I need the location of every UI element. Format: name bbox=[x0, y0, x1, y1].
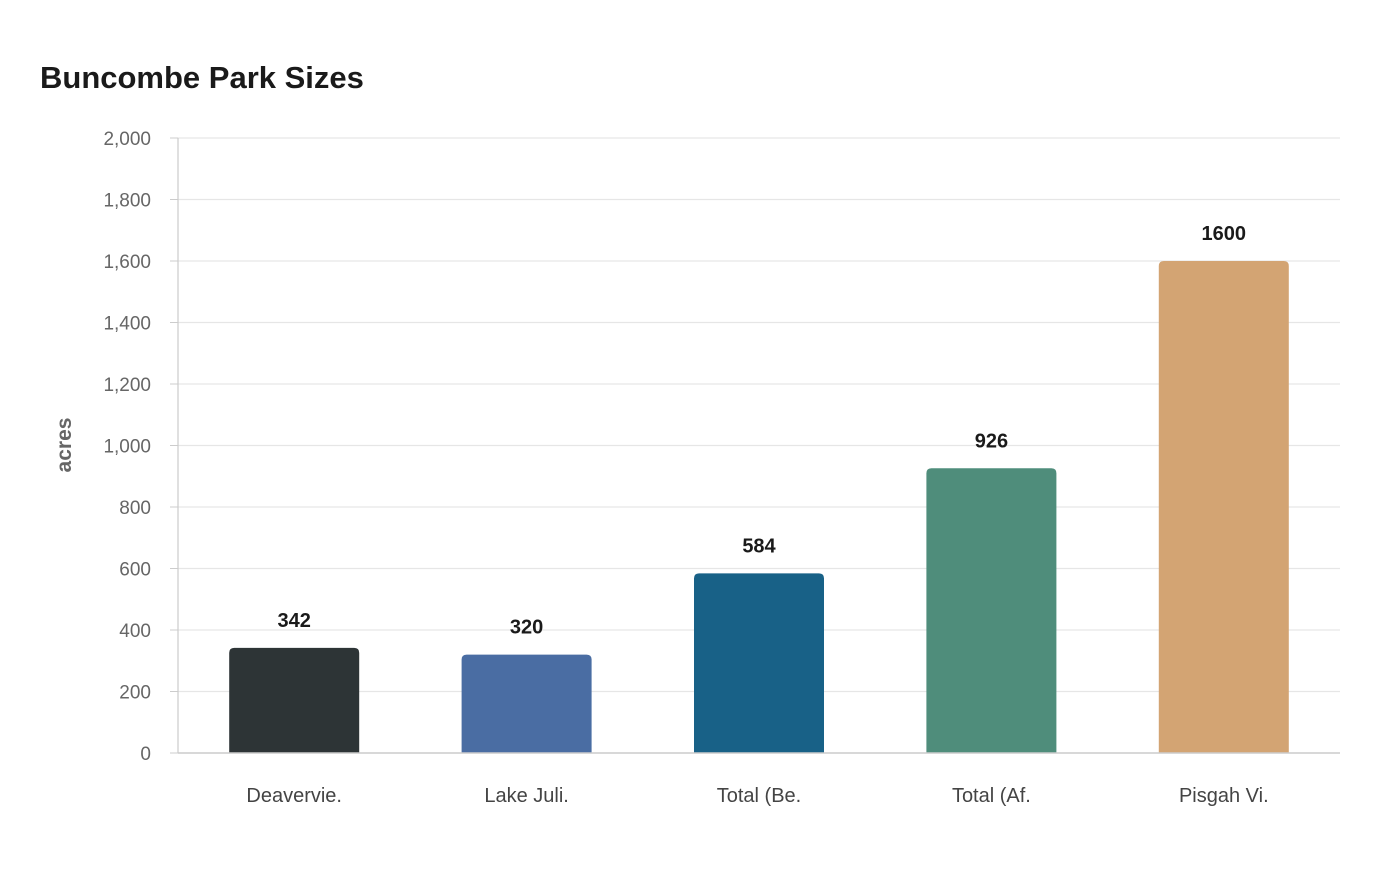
y-tick-label: 1,800 bbox=[103, 191, 151, 212]
y-tick-label: 2,000 bbox=[103, 129, 151, 150]
x-tick-label: Total (Be. bbox=[717, 785, 801, 807]
y-tick-label: 0 bbox=[140, 744, 151, 765]
bar bbox=[229, 647, 360, 753]
y-tick-label: 1,400 bbox=[103, 314, 151, 335]
bar bbox=[461, 654, 592, 753]
data-labels: 342 320 584 926 1600 bbox=[278, 223, 1247, 639]
y-tick-label: 400 bbox=[119, 621, 151, 642]
y-tick-label: 800 bbox=[119, 498, 151, 519]
x-tick-label: Total (Af. bbox=[952, 785, 1031, 807]
data-label: 1600 bbox=[1202, 223, 1247, 245]
bar bbox=[926, 468, 1057, 753]
y-axis-title: acres bbox=[53, 418, 76, 473]
x-tick-label: Pisgah Vi. bbox=[1179, 785, 1269, 807]
y-tick-label: 1,600 bbox=[103, 252, 151, 273]
chart-title: Buncombe Park Sizes bbox=[40, 60, 364, 95]
data-label: 320 bbox=[510, 617, 543, 639]
bar bbox=[694, 573, 824, 753]
y-tick-label: 600 bbox=[119, 560, 151, 581]
data-label: 342 bbox=[278, 610, 311, 632]
y-axis-ticks: 0 200 400 600 800 1,000 1,200 1,400 1,600 1,800 2,… bbox=[103, 129, 178, 765]
y-tick-label: 1,200 bbox=[103, 375, 151, 396]
bars bbox=[229, 261, 1289, 753]
x-tick-label: Lake Juli. bbox=[484, 785, 569, 807]
data-label: 926 bbox=[975, 430, 1008, 452]
y-tick-label: 200 bbox=[119, 683, 151, 704]
y-tick-label: 1,000 bbox=[103, 437, 151, 458]
x-tick-label: Deavervie. bbox=[246, 785, 342, 807]
data-label: 584 bbox=[742, 535, 776, 557]
x-axis-categories: Deavervie. Lake Juli. Total (Be. Total (Af.… bbox=[246, 785, 1268, 807]
bar bbox=[1158, 261, 1289, 753]
